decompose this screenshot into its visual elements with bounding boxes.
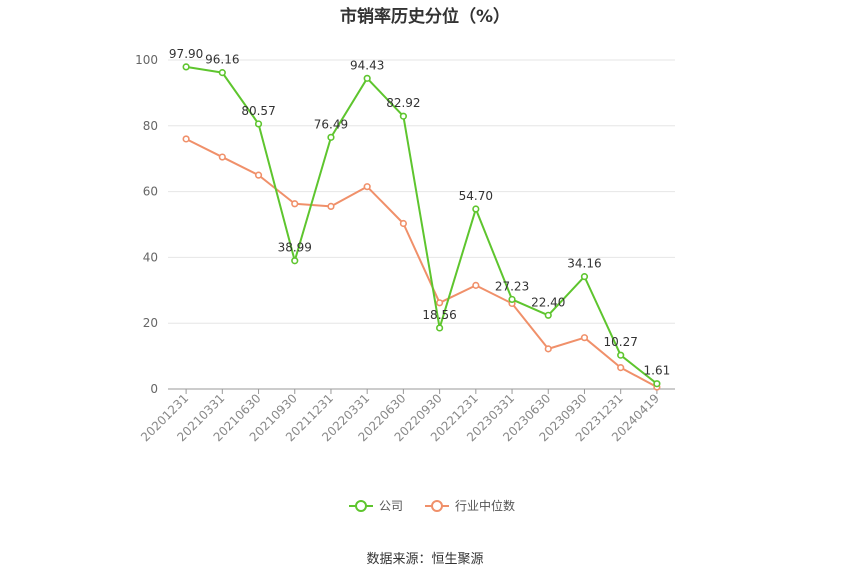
data-labels: 97.90 96.16 80.57 38.99 76.49 94.43 82.92 18.56… [169,47,670,378]
y-axis: 0 20 40 60 80 100 [135,53,158,396]
data-label: 34.16 [567,257,601,271]
data-label: 76.49 [314,117,348,131]
data-label: 38.99 [278,241,312,255]
data-label: 1.61 [644,364,671,378]
data-point [399,112,407,120]
y-tick-label: 40 [143,250,158,264]
data-label: 54.70 [459,189,493,203]
data-point [436,299,444,307]
chart-title: 市销率历史分位（%） [339,7,511,27]
data-label: 18.56 [422,308,456,322]
data-point [291,200,299,208]
data-point [327,133,335,141]
data-label: 82.92 [386,96,420,110]
data-label: 97.90 [169,47,203,61]
data-point [254,171,263,179]
data-point [580,273,589,281]
data-label: 80.57 [241,104,275,118]
data-point [436,324,444,332]
legend-marker [355,500,367,512]
y-tick-label: 20 [143,316,158,330]
data-point [508,295,516,304]
series-group [182,63,661,391]
source-note: 数据来源：恒生聚源 [366,552,484,567]
y-tick-label: 0 [150,382,158,396]
data-point [399,219,407,228]
data-point [218,153,226,161]
data-point [254,120,263,128]
legend: 公司 行业中位数 [349,498,515,513]
legend-marker [431,500,443,512]
series-line [185,65,658,385]
data-point [218,69,226,77]
y-tick-label: 100 [135,53,158,67]
data-point [472,281,480,289]
data-point [544,345,552,353]
data-label: 22.40 [531,295,565,309]
data-point [327,202,335,211]
data-point [617,351,625,359]
series-line [185,138,658,388]
legend-label: 公司 [379,499,403,513]
data-point [472,205,480,213]
x-axis: 2020123120210331202106302021093020211231… [138,388,675,444]
data-label: 27.23 [495,279,529,293]
data-point [182,63,190,71]
legend-label: 行业中位数 [455,498,515,513]
data-point [291,257,299,265]
data-label: 96.16 [205,53,239,67]
data-point [544,311,552,319]
data-point [363,74,371,82]
data-label: 10.27 [603,335,637,349]
grid-lines [168,59,675,324]
data-point [580,334,589,342]
data-point [617,364,625,372]
data-point [653,380,661,388]
data-point [182,135,190,143]
y-tick-label: 80 [143,119,158,133]
y-tick-label: 60 [143,185,158,199]
data-point [363,183,371,191]
data-label: 94.43 [350,58,384,72]
